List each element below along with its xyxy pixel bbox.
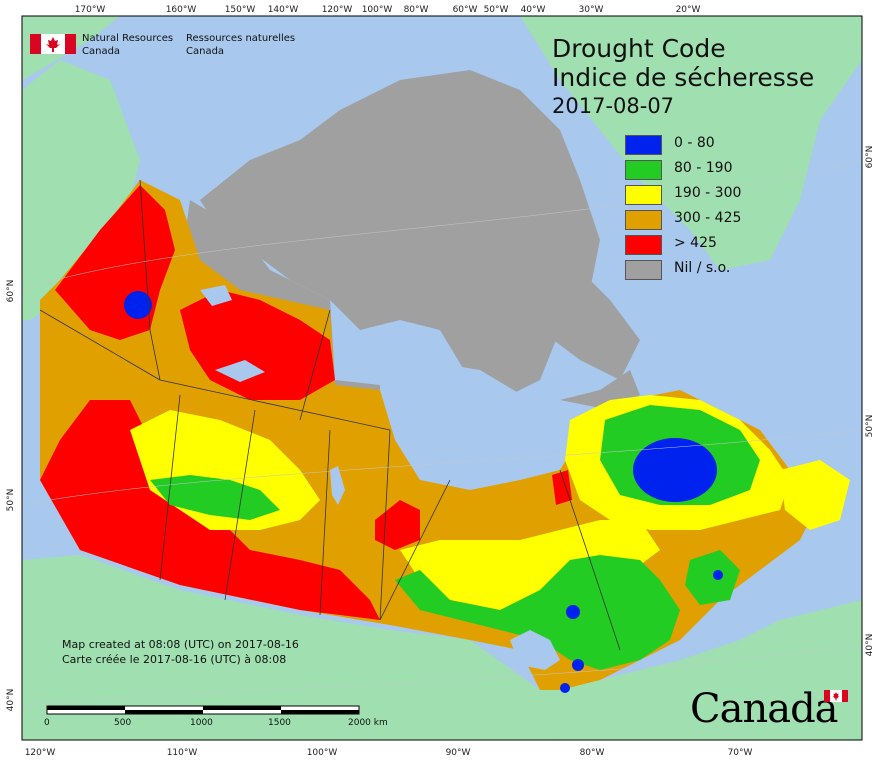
graticule-tick-label: 40°W: [521, 5, 546, 15]
graticule-tick-label: 60°N: [865, 146, 875, 169]
canada-wordmark: Canada: [690, 686, 839, 732]
provincial-boundaries: [39, 179, 621, 651]
agency-name-fr-line2: Canada: [186, 46, 225, 57]
drought-red-james-bay: [552, 470, 572, 505]
graticule-tick-label: 80°W: [404, 5, 429, 15]
graticule-tick-label: 30°W: [579, 5, 604, 15]
graticule: [22, 159, 862, 706]
graticule-tick-label: 80°W: [580, 748, 605, 758]
iceland-land: [800, 22, 850, 60]
graticule-tick-label: 110°W: [167, 748, 198, 758]
agency-name-en-line1: Natural Resources: [82, 33, 174, 44]
canada-flag-icon: [30, 34, 76, 54]
legend-label: 0 - 80: [674, 135, 715, 151]
creation-note: Map created at 08:08 (UTC) on 2017-08-16…: [62, 637, 299, 667]
graticule-tick-label: 120°W: [322, 5, 353, 15]
drought-yellow-labrador: [780, 460, 850, 530]
legend-label: > 425: [674, 235, 717, 251]
legend-swatch: [625, 160, 662, 180]
top-tick-labels: 170°W 160°W 150°W 140°W 120°W 100°W 80°W 60°W 50…: [75, 5, 701, 15]
drought-blue-spot-2: [572, 659, 584, 671]
map-title: Drought Code Indice de sécheresse 2017-0…: [552, 34, 814, 120]
graticule-tick-label: 40°N: [865, 634, 875, 657]
graticule-tick-label: 140°W: [268, 5, 299, 15]
graticule-tick-label: 50°N: [6, 489, 16, 512]
graticule-tick-label: 90°W: [446, 748, 471, 758]
scale-label: 2000 km: [348, 718, 388, 728]
us-land: [22, 555, 560, 740]
map-border: [21, 15, 863, 741]
scale-label: 1000: [190, 718, 213, 728]
great-slave-lake: [215, 360, 265, 382]
wordmark-flag-icon: [824, 690, 848, 702]
agency-name-fr-line1: Ressources naturelles: [186, 33, 296, 44]
graticule-tick-label: 100°W: [362, 5, 393, 15]
scale-label: 1500: [268, 718, 291, 728]
legend-swatch: [625, 185, 662, 205]
legend-swatch: [625, 210, 662, 230]
drought-blue-spot-4: [713, 570, 723, 580]
graticule-tick-label: 120°W: [25, 748, 56, 758]
drought-red-nwt: [180, 290, 335, 400]
legend-swatch: [625, 235, 662, 255]
alaska-land: [22, 60, 140, 320]
legend-swatch: [625, 260, 662, 280]
right-tick-labels: 60°N 50°N 40°N: [865, 146, 875, 657]
drought-red-north-ontario: [375, 500, 420, 550]
us-east-land: [540, 600, 862, 740]
graticule-tick-label: 50°W: [484, 5, 509, 15]
drought-green-prairies: [150, 475, 280, 520]
graticule-tick-label: 70°W: [728, 748, 753, 758]
drought-blue-quebec: [633, 438, 717, 502]
graticule-tick-label: 20°W: [676, 5, 701, 15]
scale-label: 500: [114, 718, 132, 728]
title-french: Indice de sécheresse: [552, 63, 815, 92]
graticule-tick-label: 40°N: [6, 689, 16, 712]
agency-name-en-line2: Canada: [82, 46, 121, 57]
legend-label: 300 - 425: [674, 210, 742, 226]
left-tick-labels: 60°N 50°N 40°N: [6, 280, 16, 712]
legend-swatch: [625, 135, 662, 155]
graticule-tick-label: 60°N: [6, 280, 16, 303]
graticule-tick-label: 160°W: [166, 5, 197, 15]
graticule-tick-label: 150°W: [225, 5, 256, 15]
graticule-tick-label: 100°W: [307, 748, 338, 758]
drought-blue-yukon: [124, 291, 152, 319]
title-date: 2017-08-07: [552, 94, 675, 118]
great-bear-lake: [200, 285, 232, 306]
legend-label: 80 - 190: [674, 160, 733, 176]
creation-note-fr: Carte créée le 2017-08-16 (UTC) à 08:08: [62, 653, 287, 666]
drought-green-maritimes: [685, 550, 740, 605]
scale-bar: [46, 705, 360, 715]
greenland-land: [520, 16, 862, 270]
great-lakes: [510, 630, 560, 670]
arctic-archipelago: [200, 70, 600, 400]
baffin-island: [470, 230, 640, 380]
title-english: Drought Code: [552, 34, 726, 63]
lake-winnipeg: [330, 466, 345, 505]
graticule-tick-label: 60°W: [453, 5, 478, 15]
scale-label: 0: [44, 718, 50, 728]
hudson-bay: [370, 360, 550, 500]
legend-label: Nil / s.o.: [674, 260, 731, 276]
drought-green-ontario: [395, 555, 680, 670]
creation-note-en: Map created at 08:08 (UTC) on 2017-08-16: [62, 638, 299, 651]
graticule-tick-label: 170°W: [75, 5, 106, 15]
bottom-tick-labels: 120°W 110°W 100°W 90°W 80°W 70°W: [25, 748, 753, 758]
drought-blue-spot-1: [566, 605, 580, 619]
drought-blue-spot-3: [560, 683, 570, 693]
graticule-tick-label: 50°N: [865, 415, 875, 438]
legend-label: 190 - 300: [674, 185, 742, 201]
